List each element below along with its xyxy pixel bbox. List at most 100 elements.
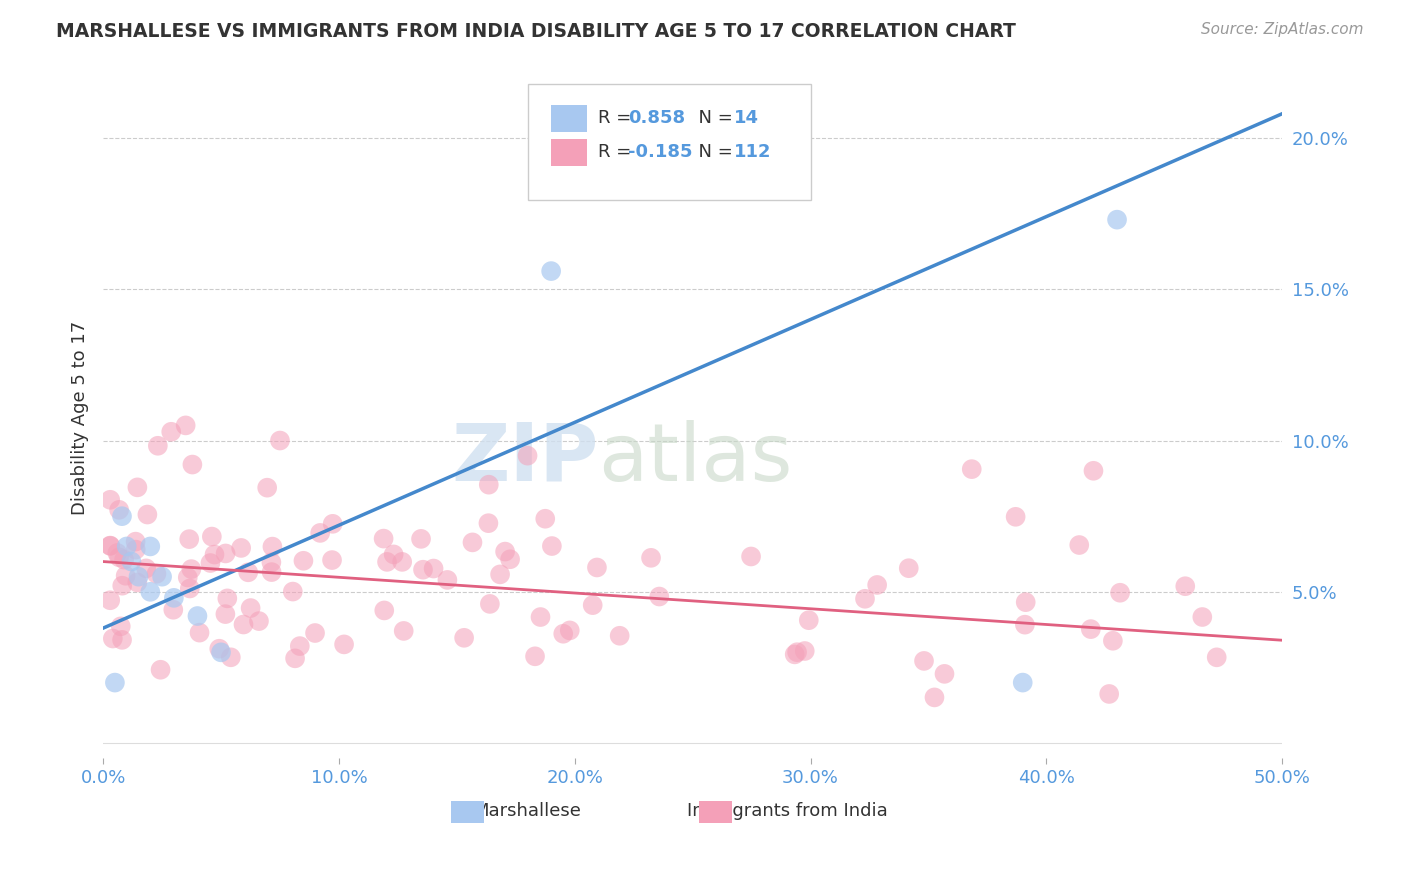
Point [309,525,332,540]
Point [648,590,671,604]
Text: -0.185: -0.185 [627,144,692,161]
Point [1191,610,1213,624]
Point [260,565,283,579]
Point [321,553,343,567]
Point [104,675,127,690]
Point [139,540,162,554]
FancyBboxPatch shape [699,801,731,823]
Point [516,449,538,463]
Point [127,575,149,590]
Point [105,546,128,560]
Point [540,264,562,278]
Point [256,481,278,495]
Point [101,632,124,646]
Point [740,549,762,564]
Point [558,624,581,638]
Point [111,632,134,647]
Point [1069,538,1091,552]
Point [866,578,889,592]
Text: R =: R = [599,144,637,161]
Point [239,601,262,615]
Point [924,690,946,705]
Point [139,584,162,599]
Point [333,637,356,651]
Point [960,462,983,476]
Point [553,626,575,640]
Point [186,609,208,624]
Point [436,573,458,587]
Point [98,492,121,507]
FancyBboxPatch shape [551,139,586,166]
Point [582,598,605,612]
FancyBboxPatch shape [451,801,484,823]
Point [534,512,557,526]
Point [288,639,311,653]
FancyBboxPatch shape [551,104,586,132]
Text: Source: ZipAtlas.com: Source: ZipAtlas.com [1201,22,1364,37]
Point [200,556,222,570]
Point [136,508,159,522]
Point [529,610,551,624]
Point [260,555,283,569]
Point [783,648,806,662]
Point [174,418,197,433]
Point [1102,633,1125,648]
Point [128,570,150,584]
Point [1109,585,1132,599]
Point [853,591,876,606]
Point [269,434,291,448]
Point [373,532,395,546]
Point [114,568,136,582]
Point [111,579,134,593]
Point [177,570,200,584]
Point [586,560,609,574]
Point [181,458,204,472]
Text: MARSHALLESE VS IMMIGRANTS FROM INDIA DISABILITY AGE 5 TO 17 CORRELATION CHART: MARSHALLESE VS IMMIGRANTS FROM INDIA DIS… [56,22,1017,41]
Point [127,480,149,494]
Point [1174,579,1197,593]
Point [124,534,146,549]
Point [478,597,501,611]
Point [180,562,202,576]
Point [304,626,326,640]
Text: R =: R = [599,110,637,128]
Point [281,584,304,599]
Text: 0.858: 0.858 [627,110,685,128]
Point [231,541,253,555]
Point [322,516,344,531]
Point [391,555,413,569]
Point [1015,595,1038,609]
Point [247,614,270,628]
Text: N =: N = [686,144,738,161]
Point [145,566,167,581]
FancyBboxPatch shape [527,84,810,200]
Text: N =: N = [686,110,738,128]
Point [392,624,415,638]
Text: Immigrants from India: Immigrants from India [686,802,887,820]
Point [1083,464,1105,478]
Point [541,539,564,553]
Point [786,645,808,659]
Point [284,651,307,665]
Point [934,666,956,681]
Point [163,591,186,605]
Point [188,625,211,640]
Text: Marshallese: Marshallese [474,802,582,820]
Point [1014,617,1036,632]
Point [125,542,148,557]
Point [1011,675,1033,690]
Point [98,539,121,553]
Y-axis label: Disability Age 5 to 17: Disability Age 5 to 17 [72,321,89,515]
Point [422,561,444,575]
Point [453,631,475,645]
Text: atlas: atlas [599,419,793,498]
Point [115,540,138,554]
Point [912,654,935,668]
Point [797,613,820,627]
Point [120,555,142,569]
Point [292,554,315,568]
Point [609,629,631,643]
Point [201,530,224,544]
Point [98,593,121,607]
Point [478,477,501,491]
